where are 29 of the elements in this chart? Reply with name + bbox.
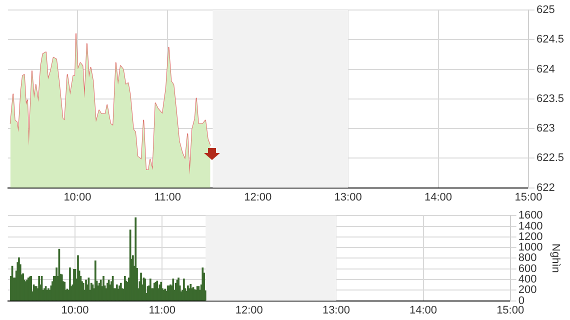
x-tick-label: 14:00 xyxy=(424,191,452,204)
x-tick-label: 15:00 xyxy=(496,304,524,316)
x-tick-label: 13:00 xyxy=(334,191,362,204)
y-tick-label: 624.5 xyxy=(536,34,564,46)
y-tick-label: 624 xyxy=(536,63,555,76)
y-tick-label: 623.5 xyxy=(536,92,564,105)
x-tick-label: 11:00 xyxy=(148,304,176,316)
x-tick-label: 15:00 xyxy=(514,191,542,204)
y-tick-label: 1200 xyxy=(518,230,543,243)
y-tick-label: 200 xyxy=(518,284,537,296)
y-tick-label: 1000 xyxy=(518,242,543,254)
x-tick-label: 10:00 xyxy=(64,191,92,204)
y-axis-title: Nghìn xyxy=(549,244,562,273)
x-tick-label: 10:00 xyxy=(61,304,89,316)
y-tick-label: 600 xyxy=(518,262,537,275)
y-tick-label: 1400 xyxy=(518,220,543,232)
y-tick-label: 623 xyxy=(536,122,555,135)
y-tick-label: 622.5 xyxy=(536,152,564,164)
x-tick-label: 13:00 xyxy=(322,304,350,316)
y-tick-label: 1600 xyxy=(518,210,543,222)
y-tick-label: 400 xyxy=(518,274,537,286)
x-tick-label: 11:00 xyxy=(154,191,182,204)
y-tick-label: 622 xyxy=(536,182,555,194)
y-tick-label: 625 xyxy=(536,4,555,16)
y-tick-label: 800 xyxy=(518,252,537,264)
x-tick-label: 12:00 xyxy=(235,304,263,316)
y-tick-label: 0 xyxy=(518,294,524,307)
x-tick-label: 12:00 xyxy=(244,191,272,204)
x-tick-label: 14:00 xyxy=(410,304,438,316)
